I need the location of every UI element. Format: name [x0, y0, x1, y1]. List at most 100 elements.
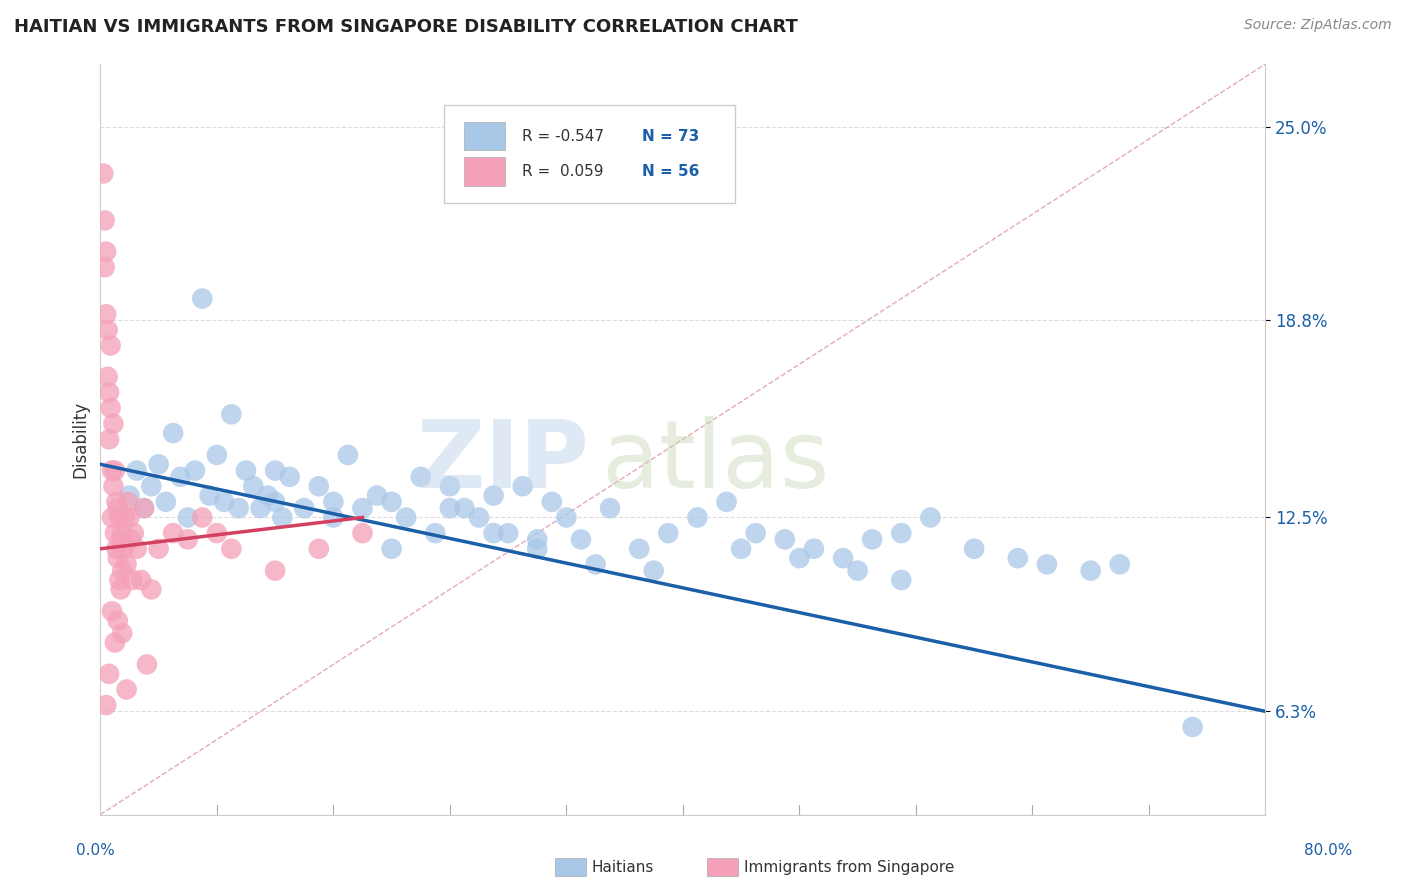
Point	[599, 501, 621, 516]
Point	[112, 541, 135, 556]
Point	[100, 401, 122, 415]
Point	[256, 489, 278, 503]
Point	[205, 448, 228, 462]
Y-axis label: Disability: Disability	[72, 401, 89, 478]
Point	[482, 526, 505, 541]
Point	[242, 479, 264, 493]
Point	[228, 501, 250, 516]
Point	[221, 541, 243, 556]
Point	[1108, 558, 1130, 572]
Point	[657, 526, 679, 541]
Point	[730, 541, 752, 556]
Point	[198, 489, 221, 503]
Point	[141, 479, 163, 493]
Point	[122, 526, 145, 541]
Point	[773, 533, 796, 547]
Point	[439, 501, 461, 516]
Text: ZIP: ZIP	[416, 416, 589, 508]
Point	[184, 464, 207, 478]
Point	[125, 541, 148, 556]
Point	[221, 407, 243, 421]
Point	[104, 635, 127, 649]
Point	[628, 541, 651, 556]
Point	[395, 510, 418, 524]
Point	[107, 614, 129, 628]
Point	[103, 479, 125, 493]
Point	[111, 526, 134, 541]
Point	[108, 510, 131, 524]
Point	[278, 470, 301, 484]
Point	[482, 489, 505, 503]
Point	[98, 666, 121, 681]
Point	[439, 479, 461, 493]
Text: atlas: atlas	[602, 416, 830, 508]
Point	[129, 573, 152, 587]
Point	[100, 338, 122, 352]
Point	[97, 369, 120, 384]
Point	[292, 501, 315, 516]
Point	[425, 526, 447, 541]
Bar	[464, 122, 505, 151]
Point	[91, 167, 114, 181]
Point	[118, 510, 141, 524]
Point	[585, 558, 607, 572]
Point	[540, 495, 562, 509]
Point	[98, 433, 121, 447]
Point	[93, 260, 115, 275]
Text: N = 73: N = 73	[643, 128, 699, 144]
Point	[107, 501, 129, 516]
Point	[114, 510, 136, 524]
Point	[162, 526, 184, 541]
Point	[115, 558, 138, 572]
Point	[1181, 720, 1204, 734]
Point	[148, 458, 170, 472]
Point	[148, 541, 170, 556]
Bar	[464, 157, 505, 186]
Point	[803, 541, 825, 556]
Point	[381, 495, 404, 509]
Point	[97, 323, 120, 337]
Point	[643, 564, 665, 578]
Point	[104, 526, 127, 541]
Point	[496, 526, 519, 541]
Point	[271, 510, 294, 524]
Point	[890, 573, 912, 587]
Point	[107, 551, 129, 566]
Point	[111, 564, 134, 578]
Point	[1080, 564, 1102, 578]
Point	[686, 510, 709, 524]
Point	[264, 564, 287, 578]
Point	[322, 510, 344, 524]
Point	[191, 510, 214, 524]
Text: Immigrants from Singapore: Immigrants from Singapore	[744, 860, 955, 874]
Point	[141, 582, 163, 597]
Point	[98, 385, 121, 400]
Point	[93, 213, 115, 227]
Text: 0.0%: 0.0%	[76, 843, 115, 858]
Point	[105, 495, 128, 509]
Text: Source: ZipAtlas.com: Source: ZipAtlas.com	[1244, 18, 1392, 32]
Point	[468, 510, 491, 524]
Point	[162, 425, 184, 440]
Point	[336, 448, 359, 462]
Point	[212, 495, 235, 509]
Point	[381, 541, 404, 556]
Point	[101, 464, 124, 478]
Point	[744, 526, 766, 541]
Point	[409, 470, 432, 484]
Point	[322, 495, 344, 509]
Point	[96, 244, 118, 259]
Text: HAITIAN VS IMMIGRANTS FROM SINGAPORE DISABILITY CORRELATION CHART: HAITIAN VS IMMIGRANTS FROM SINGAPORE DIS…	[14, 18, 799, 36]
Point	[789, 551, 811, 566]
Point	[249, 501, 271, 516]
Point	[205, 526, 228, 541]
Point	[569, 533, 592, 547]
Point	[191, 292, 214, 306]
Text: Haitians: Haitians	[592, 860, 654, 874]
Point	[352, 501, 374, 516]
Point	[169, 470, 191, 484]
Point	[555, 510, 578, 524]
Point	[120, 533, 142, 547]
Point	[890, 526, 912, 541]
Point	[526, 533, 548, 547]
